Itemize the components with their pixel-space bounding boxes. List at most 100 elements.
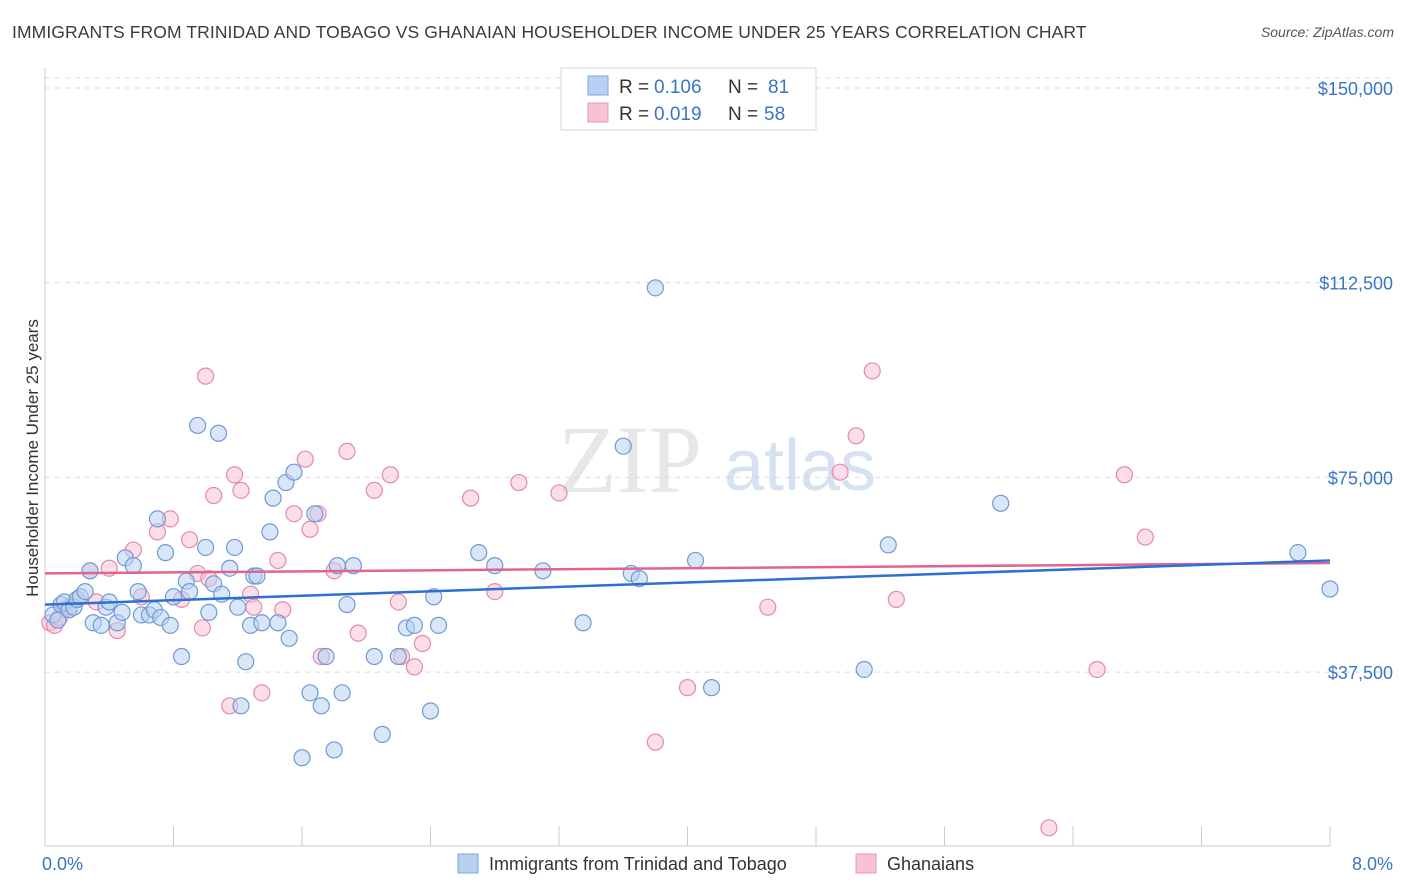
ghanaians-point-55 bbox=[1088, 660, 1106, 679]
legend-n-value-blue: 81 bbox=[768, 77, 789, 98]
ghanaians-point-29 bbox=[285, 505, 303, 523]
trinidad-point-75 bbox=[630, 570, 648, 588]
trinidad-point-18 bbox=[129, 582, 147, 601]
ghanaians-point-27 bbox=[269, 551, 287, 570]
trinidad-point-31 bbox=[197, 538, 215, 557]
trinidad-point-9 bbox=[81, 562, 99, 580]
ghanaians-point-46 bbox=[550, 484, 568, 502]
trinidad-point-67 bbox=[425, 588, 443, 606]
trinidad-point-36 bbox=[221, 559, 239, 577]
ghanaians-point-43 bbox=[462, 489, 480, 507]
bottom-legend-swatch-pink bbox=[855, 853, 877, 874]
trinidad-point-50 bbox=[285, 463, 303, 481]
trinidad-point-52 bbox=[301, 684, 319, 702]
trinidad-point-53 bbox=[306, 505, 324, 523]
ghanaians-point-22 bbox=[225, 466, 244, 484]
trinidad-point-70 bbox=[486, 557, 504, 575]
ghanaians-point-20 bbox=[205, 486, 223, 505]
ghanaians-point-53 bbox=[887, 590, 905, 608]
trinidad-point-76 bbox=[646, 279, 664, 297]
y-tick-label-2: $112,500 bbox=[1319, 274, 1393, 294]
legend-swatch-pink bbox=[587, 102, 609, 123]
trinidad-point-68 bbox=[429, 616, 448, 634]
trinidad-point-54 bbox=[312, 697, 330, 715]
trinidad-point-24 bbox=[156, 544, 175, 562]
source-label: Source: ZipAtlas.com bbox=[1260, 24, 1394, 40]
bottom-legend-swatch-blue bbox=[457, 853, 479, 874]
trinidad-point-25 bbox=[161, 616, 179, 634]
y-tick-label-3: $150,000 bbox=[1318, 79, 1393, 99]
trinidad-point-45 bbox=[261, 523, 279, 541]
ghanaians-point-30 bbox=[296, 450, 314, 468]
trinidad-point-38 bbox=[229, 598, 247, 616]
ghanaians-point-56 bbox=[1115, 466, 1134, 484]
x-tick-labels: 0.0% 8.0% bbox=[42, 854, 1393, 874]
trinidad-point-27 bbox=[172, 647, 191, 666]
ghanaians-point-50 bbox=[831, 463, 849, 481]
trinidad-point-77 bbox=[686, 551, 705, 570]
y-tick-labels: $37,500 $75,000 $112,500 $150,000 bbox=[1318, 79, 1393, 683]
trinidad-point-51 bbox=[293, 749, 311, 767]
ghanaians-point-42 bbox=[413, 634, 432, 653]
trinidad-point-26 bbox=[164, 588, 183, 606]
grid-lines bbox=[45, 77, 1395, 673]
series-trinidad bbox=[44, 279, 1339, 767]
trend-line-ghanaians bbox=[44, 561, 1331, 575]
chart-title: IMMIGRANTS FROM TRINIDAD AND TOBAGO VS G… bbox=[12, 22, 1087, 42]
trinidad-point-44 bbox=[253, 614, 271, 632]
trinidad-point-61 bbox=[365, 647, 383, 666]
axes bbox=[44, 68, 1331, 847]
watermark-zip: ZIP bbox=[558, 406, 702, 513]
legend-r-value-pink: 0.019 bbox=[654, 104, 702, 125]
ghanaians-point-47 bbox=[646, 733, 664, 751]
trinidad-point-59 bbox=[338, 595, 356, 614]
trinidad-point-63 bbox=[389, 647, 407, 666]
trinidad-point-65 bbox=[405, 616, 424, 634]
x-tick-label-end: 8.0% bbox=[1352, 854, 1393, 874]
legend-r-value-blue: 0.106 bbox=[654, 77, 702, 98]
trinidad-point-81 bbox=[992, 494, 1010, 512]
legend-r-label-blue: R = bbox=[619, 77, 649, 98]
trinidad-point-56 bbox=[325, 741, 343, 759]
ghanaians-point-38 bbox=[381, 466, 399, 484]
trinidad-point-46 bbox=[264, 489, 282, 507]
trinidad-point-8 bbox=[76, 582, 94, 601]
trinidad-point-69 bbox=[470, 544, 488, 562]
trinidad-point-11 bbox=[92, 616, 110, 634]
y-axis-label: Householder Income Under 25 years bbox=[23, 319, 42, 597]
top-legend: R = 0.106 N = 81 R = 0.019 N = 58 bbox=[560, 67, 817, 131]
trinidad-point-32 bbox=[200, 603, 218, 621]
trinidad-point-71 bbox=[534, 562, 552, 580]
trinidad-point-49 bbox=[280, 629, 298, 647]
legend-n-label-pink: N = bbox=[728, 104, 758, 125]
trinidad-point-58 bbox=[333, 684, 351, 702]
trinidad-point-80 bbox=[879, 536, 897, 554]
ghanaians-point-52 bbox=[863, 362, 881, 380]
ghanaians-point-23 bbox=[232, 481, 250, 499]
ghanaians-point-18 bbox=[197, 367, 215, 385]
trinidad-point-62 bbox=[373, 725, 391, 743]
trinidad-point-79 bbox=[855, 660, 873, 679]
ghanaians-point-26 bbox=[253, 684, 271, 702]
watermark: ZIP atlas bbox=[558, 406, 876, 513]
trinidad-point-29 bbox=[180, 582, 199, 601]
legend-n-value-pink: 58 bbox=[764, 104, 785, 125]
x-tick-label-start: 0.0% bbox=[42, 854, 83, 874]
ghanaians-point-41 bbox=[405, 658, 424, 676]
trinidad-point-47 bbox=[269, 614, 287, 632]
legend-swatch-blue bbox=[587, 75, 609, 96]
ghanaians-point-51 bbox=[847, 427, 865, 445]
ghanaians-point-44 bbox=[486, 582, 504, 601]
trinidad-point-73 bbox=[614, 437, 632, 455]
trinidad-point-78 bbox=[702, 679, 721, 697]
ghanaians-point-17 bbox=[193, 619, 212, 637]
trinidad-point-66 bbox=[421, 702, 440, 720]
trinidad-point-30 bbox=[188, 416, 207, 435]
bottom-legend: Immigrants from Trinidad and Tobago Ghan… bbox=[457, 853, 974, 874]
ghanaians-point-36 bbox=[349, 624, 367, 642]
y-tick-label-1: $75,000 bbox=[1328, 468, 1393, 488]
trinidad-point-17 bbox=[124, 557, 142, 575]
ghanaians-point-45 bbox=[510, 473, 528, 492]
ghanaians-point-57 bbox=[1136, 528, 1154, 546]
